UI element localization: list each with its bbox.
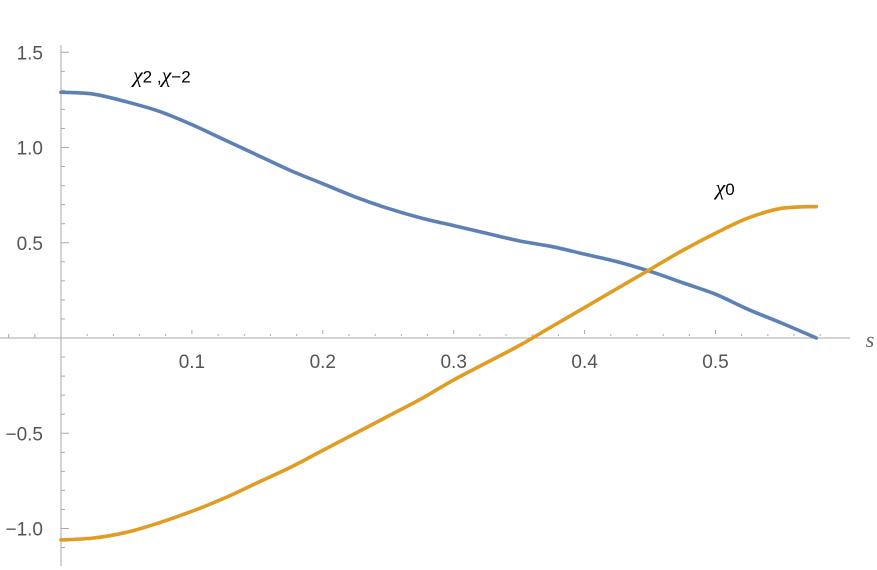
y-tick-label: −0.5 bbox=[5, 424, 43, 445]
y-tick-label: 1.0 bbox=[17, 139, 43, 160]
ticks: 0.1 0.2 0.3 0.4 0.5 1.5 1.0 0.5 −0.5 −1.0 s bbox=[5, 43, 875, 549]
x-tick-label: 0.1 bbox=[179, 352, 205, 373]
series-label-chi2: χ2 ,χ−2 bbox=[131, 63, 191, 88]
series-lines bbox=[59, 90, 819, 542]
label-sep: , bbox=[152, 68, 161, 87]
series-line-chi2 bbox=[59, 90, 819, 340]
y-tick-label: −1.0 bbox=[5, 520, 43, 541]
label-sub: −2 bbox=[171, 68, 190, 87]
series-label-chi0: χ0 bbox=[714, 175, 735, 200]
x-tick-label: 0.2 bbox=[310, 352, 336, 373]
label-base: χ bbox=[160, 63, 173, 88]
y-tick-label: 0.5 bbox=[17, 234, 43, 255]
label-sub: 0 bbox=[725, 180, 734, 199]
series-line-chi0 bbox=[59, 204, 819, 542]
label-sub: 2 bbox=[143, 68, 152, 87]
x-axis-title: s bbox=[866, 327, 875, 352]
x-tick-label: 0.5 bbox=[702, 352, 728, 373]
axes bbox=[0, 45, 850, 566]
label-base: χ bbox=[714, 175, 727, 200]
x-tick-label: 0.4 bbox=[571, 352, 598, 373]
x-tick-label: 0.3 bbox=[440, 352, 466, 373]
labels: χ2 ,χ−2χ0 bbox=[131, 63, 735, 200]
label-base: χ bbox=[131, 63, 144, 88]
y-tick-label: 1.5 bbox=[17, 43, 43, 64]
